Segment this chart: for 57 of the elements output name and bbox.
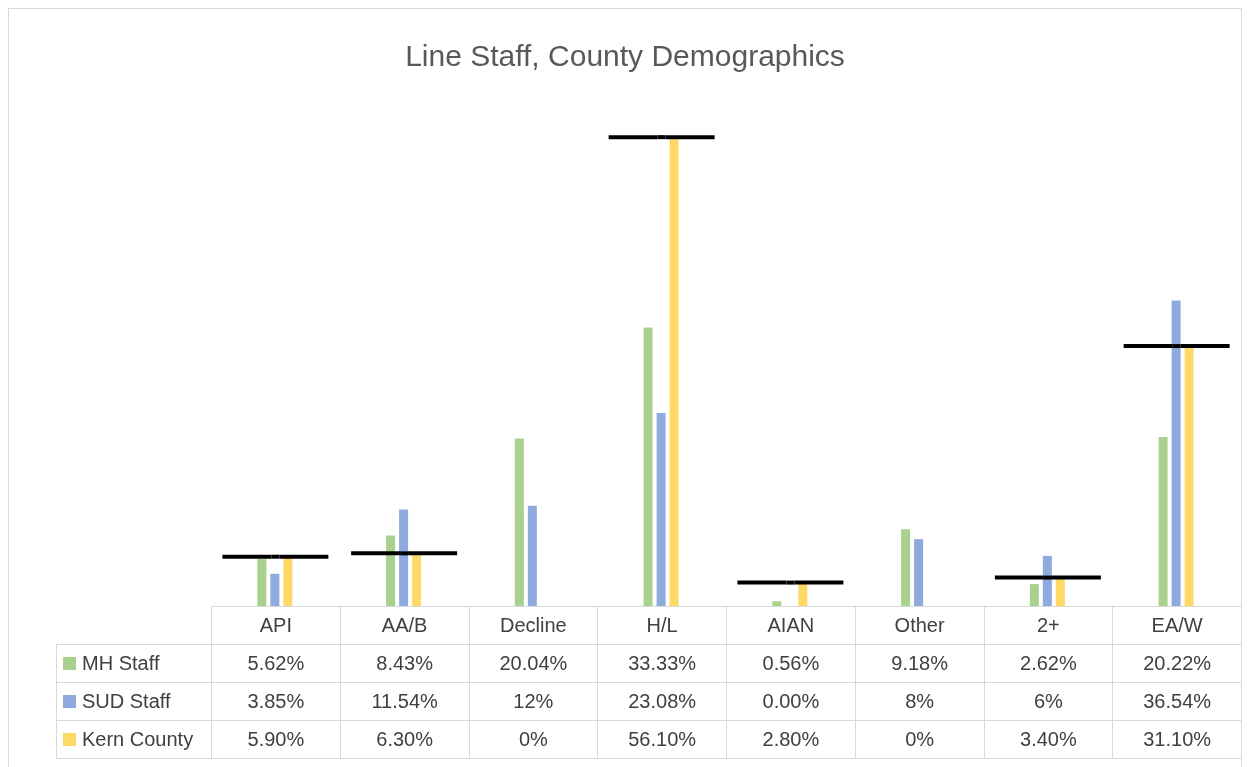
legend-label: MH Staff: [56, 644, 212, 683]
data-label: 8.43%: [340, 644, 469, 683]
x-tick-label: 2+: [984, 606, 1113, 645]
x-tick-label: H/L: [597, 606, 727, 645]
data-label: 33.33%: [597, 644, 727, 683]
data-label: 0%: [469, 720, 598, 759]
bar: [270, 573, 280, 606]
x-tick-label: Other: [855, 606, 984, 645]
data-label: 6%: [984, 682, 1113, 721]
chart-title: Line Staff, County Demographics: [404, 39, 846, 73]
bar: [399, 509, 409, 606]
bar: [527, 505, 537, 606]
bar: [798, 582, 808, 606]
data-label: 56.10%: [597, 720, 727, 759]
bar: [1158, 437, 1168, 606]
data-label: 8%: [855, 682, 984, 721]
data-label: 6.30%: [340, 720, 469, 759]
bar: [656, 413, 666, 606]
bar: [1029, 584, 1039, 606]
bar: [514, 438, 524, 606]
data-label: 0.56%: [726, 644, 856, 683]
bar: [914, 539, 924, 606]
data-label: 23.08%: [597, 682, 727, 721]
data-label: 11.54%: [340, 682, 469, 721]
data-label: 20.04%: [469, 644, 598, 683]
bar: [669, 137, 679, 606]
bar: [386, 535, 396, 606]
data-label: 5.90%: [211, 720, 341, 759]
data-label: 3.40%: [984, 720, 1113, 759]
legend-label: Kern County: [56, 720, 212, 759]
data-label: 36.54%: [1112, 682, 1242, 721]
bar: [772, 601, 782, 606]
bar: [1184, 346, 1194, 606]
data-label: 2.80%: [726, 720, 856, 759]
data-label: 0%: [855, 720, 984, 759]
bar: [1042, 555, 1052, 606]
x-tick-label: AIAN: [726, 606, 856, 645]
data-label: 12%: [469, 682, 598, 721]
bar: [901, 529, 911, 606]
bar: [1055, 577, 1065, 606]
x-tick-label: AA/B: [340, 606, 469, 645]
x-tick-label: Decline: [469, 606, 598, 645]
data-label: 20.22%: [1112, 644, 1242, 683]
data-label: 31.10%: [1112, 720, 1242, 759]
x-tick-label: API: [211, 606, 341, 645]
data-label: 9.18%: [855, 644, 984, 683]
bar: [283, 556, 293, 606]
data-label: 5.62%: [211, 644, 341, 683]
bar: [643, 327, 653, 606]
bar: [1171, 300, 1181, 606]
bar: [412, 553, 422, 606]
x-tick-label: EA/W: [1112, 606, 1242, 645]
legend-label: SUD Staff: [56, 682, 212, 721]
data-label: 3.85%: [211, 682, 341, 721]
data-label: 0.00%: [726, 682, 856, 721]
data-label: 2.62%: [984, 644, 1113, 683]
bar: [257, 559, 267, 606]
